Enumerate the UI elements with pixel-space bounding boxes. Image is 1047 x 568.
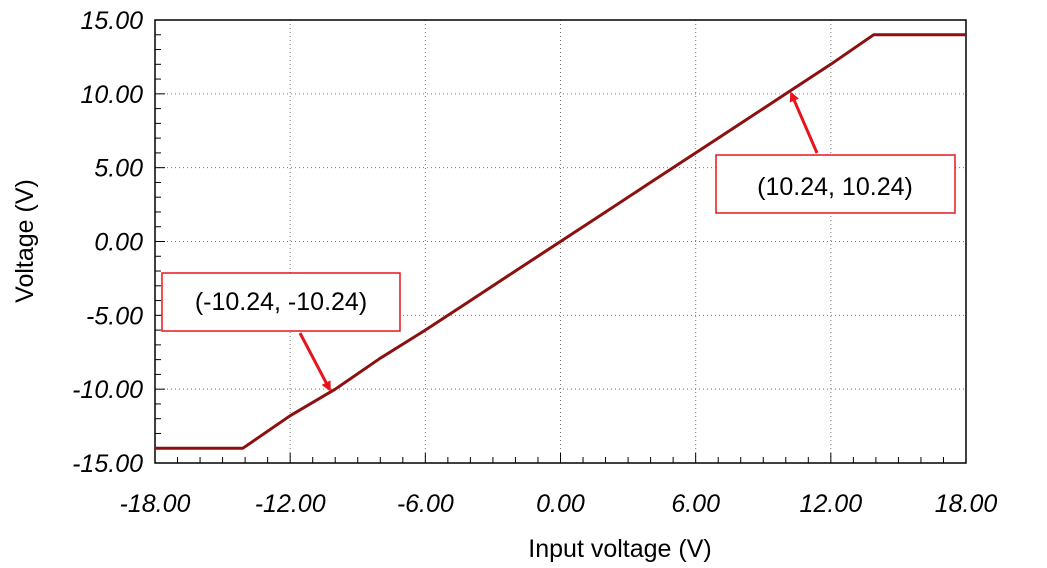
x-tick-label: 6.00 [671,490,720,518]
minor-ticks [154,19,967,464]
plot-frame [154,19,967,464]
x-axis-title: Input voltage (V) [528,535,711,563]
annotations: (-10.24, -10.24) (10.24, 10.24) [161,91,956,392]
annotation-arrow [789,91,819,154]
y-tick-labels: 15.00 10.00 5.00 0.00 -5.00 -10.00 -15.00 [72,7,143,478]
x-tick-label: -12.00 [255,490,326,518]
x-tick-label: -6.00 [397,490,454,518]
y-tick-label: 5.00 [94,155,143,183]
x-tick-labels: -18.00 -12.00 -6.00 0.00 6.00 12.00 18.00 [120,490,998,518]
x-tick-label: 12.00 [800,490,863,518]
y-tick-label: 10.00 [80,81,143,109]
x-tick-label: -18.00 [120,490,191,518]
series-line [155,33,966,450]
y-tick-label: -15.00 [72,450,143,478]
y-tick-label: 0.00 [94,229,143,257]
annotation-arrow [298,332,332,392]
y-tick-label: -5.00 [86,302,143,330]
y-axis-title: Voltage (V) [11,179,39,303]
x-tick-label: 0.00 [536,490,585,518]
y-tick-label: -10.00 [72,376,143,404]
annotation-box [715,154,956,214]
y-tick-label: 15.00 [80,7,143,35]
annotation-label: (10.24, 10.24) [757,173,913,201]
annotation-box [161,272,401,332]
x-tick-label: 18.00 [935,490,998,518]
series-group [155,33,966,450]
annotation-label: (-10.24, -10.24) [195,288,367,316]
